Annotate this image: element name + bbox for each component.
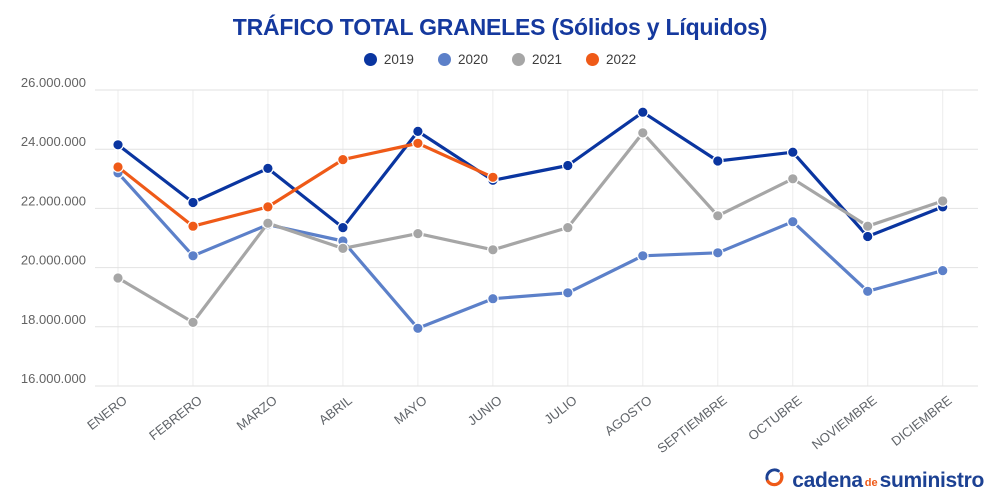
x-axis-label-julio: JULIO <box>541 393 579 428</box>
series-line-2022 <box>116 141 495 228</box>
data-point-2019-marzo <box>262 162 274 175</box>
data-point-2021-febrero <box>187 316 199 329</box>
data-point-2020-julio <box>561 286 574 299</box>
data-point-2022-mayo <box>412 137 424 150</box>
data-point-2020-noviembre <box>861 285 874 298</box>
x-axis-label-diciembre: DICIEMBRE <box>888 392 954 448</box>
series-line-2019 <box>116 110 945 239</box>
cadena-de-suministro-logo-icon <box>765 468 784 487</box>
brand-word-suministro: suministro <box>879 469 985 492</box>
chart-title: TRÁFICO TOTAL GRANELES (Sólidos y Líquid… <box>232 14 768 40</box>
x-axis-label-mayo: MAYO <box>391 393 430 428</box>
legend-item-2019: 2019 <box>363 52 414 67</box>
legend-label-2019: 2019 <box>383 52 414 67</box>
data-point-2021-mayo <box>412 227 424 240</box>
data-point-2021-abril <box>337 242 349 255</box>
data-point-2019-febrero <box>187 196 199 209</box>
data-point-2019-agosto <box>636 106 649 118</box>
data-point-2021-enero <box>112 272 124 284</box>
data-point-2019-julio <box>561 159 574 172</box>
x-axis-label-octubre: OCTUBRE <box>745 392 805 443</box>
x-axis-label-junio: JUNIO <box>465 393 505 429</box>
data-point-2020-mayo <box>412 322 424 335</box>
data-point-2021-junio <box>487 244 499 256</box>
data-point-2019-octubre <box>786 146 799 158</box>
y-axis-label: 22.000.000 <box>21 193 86 208</box>
data-point-2021-agosto <box>636 127 649 139</box>
y-axis-label: 18.000.000 <box>21 312 86 327</box>
data-point-2021-marzo <box>262 217 274 229</box>
chart-legend: 2019 2020 2021 2022 <box>0 52 1000 67</box>
legend-label-2022: 2022 <box>606 52 637 67</box>
data-point-2019-noviembre <box>861 230 874 243</box>
legend-item-2022: 2022 <box>586 52 636 67</box>
y-axis-label: 26.000.000 <box>21 75 86 90</box>
data-point-2022-febrero <box>187 220 199 232</box>
x-axis-label-noviembre: NOVIEMBRE <box>809 392 880 452</box>
data-point-2021-julio <box>561 221 574 234</box>
brand-word-de: de <box>864 477 878 489</box>
data-point-2020-febrero <box>187 250 199 262</box>
legend-swatch-2020 <box>437 53 451 66</box>
legend-swatch-2022 <box>586 53 600 66</box>
data-point-2020-diciembre <box>936 264 949 277</box>
data-point-2021-septiembre <box>711 210 724 222</box>
data-point-2022-marzo <box>262 201 274 213</box>
brand-word-cadena: cadena <box>792 469 863 492</box>
legend-swatch-2019 <box>363 53 377 66</box>
data-point-2020-octubre <box>786 215 799 228</box>
x-axis-label-febrero: FEBRERO <box>146 393 205 444</box>
data-point-2019-septiembre <box>711 155 724 167</box>
x-axis-label-septiembre: SEPTIEMBRE <box>654 392 730 456</box>
y-axis-label: 20.000.000 <box>21 253 86 268</box>
y-axis-label: 24.000.000 <box>21 134 86 149</box>
data-point-2022-abril <box>337 153 349 166</box>
legend-label-2021: 2021 <box>532 52 563 67</box>
series-line-2021 <box>116 131 945 324</box>
data-point-2020-junio <box>487 292 499 305</box>
data-point-2021-diciembre <box>936 195 949 207</box>
x-axis-label-agosto: AGOSTO <box>602 393 655 439</box>
legend-swatch-2021 <box>512 53 525 66</box>
x-axis-label-enero: ENERO <box>84 393 130 433</box>
brand-logo: cadena de suministro <box>763 466 984 491</box>
x-axis-label-marzo: MARZO <box>234 393 280 434</box>
data-point-2020-agosto <box>636 250 649 262</box>
x-axis-label-abril: ABRIL <box>316 393 355 428</box>
series-line-2020 <box>116 171 945 330</box>
legend-item-2021: 2021 <box>512 52 562 67</box>
data-point-2019-mayo <box>412 125 424 138</box>
data-point-2019-abril <box>337 221 349 234</box>
data-point-2021-octubre <box>786 173 799 185</box>
data-point-2020-septiembre <box>711 247 724 259</box>
data-point-2019-enero <box>112 139 124 151</box>
data-point-2022-enero <box>112 161 124 173</box>
legend-label-2020: 2020 <box>457 52 488 67</box>
data-point-2022-junio <box>487 171 499 184</box>
data-point-2021-noviembre <box>861 220 874 232</box>
legend-item-2020: 2020 <box>437 52 488 67</box>
y-axis-label: 16.000.000 <box>21 371 86 386</box>
